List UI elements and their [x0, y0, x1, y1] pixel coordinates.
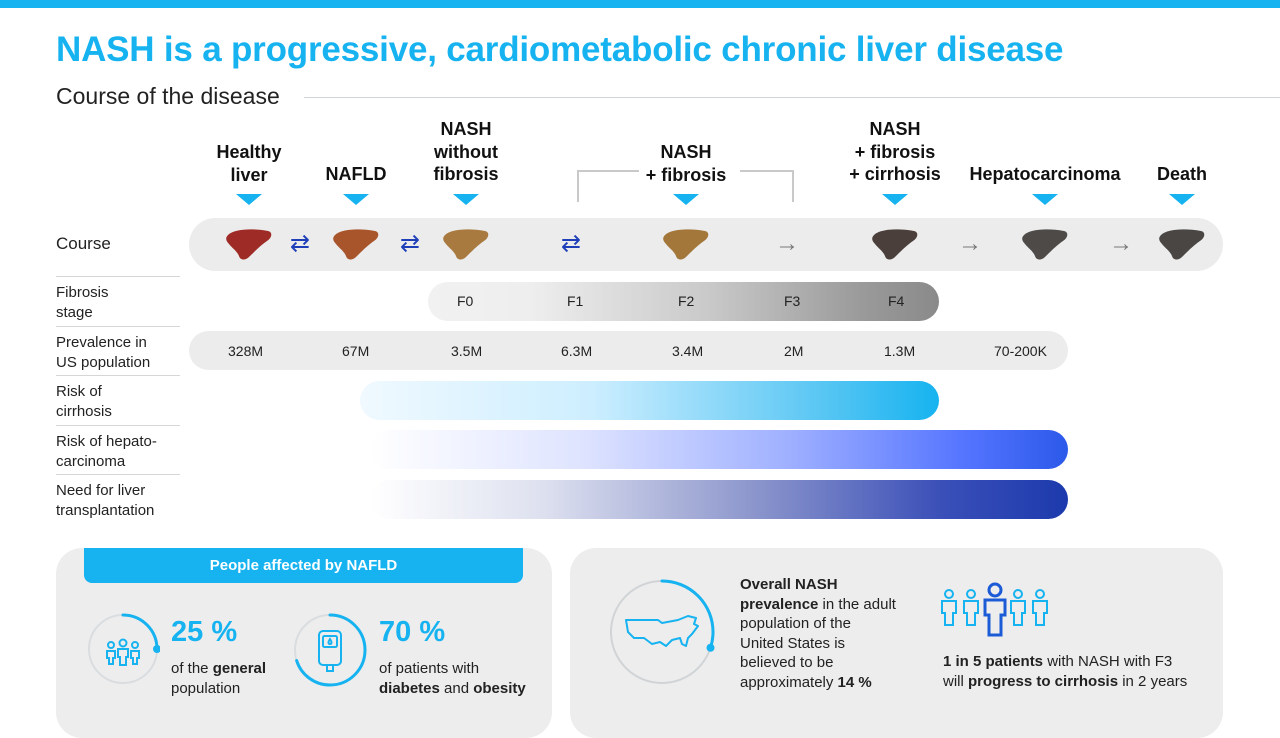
pointer-icon: [882, 194, 908, 205]
row-label-risk-cirrhosis: Risk of cirrhosis: [56, 383, 112, 420]
risk-hepatocarcinoma-bar: [370, 430, 1068, 469]
prevalence-band: [189, 331, 1068, 370]
liver-icon: [663, 229, 709, 260]
right-arrow-icon: →: [958, 230, 982, 257]
bidirectional-arrow-icon: ⇄: [561, 230, 582, 257]
highlighted-person-icon: [983, 582, 1007, 637]
liver-icon: [443, 229, 489, 260]
pointer-icon: [673, 194, 699, 205]
people-group-icon: [106, 638, 140, 666]
fibrosis-stage-label: F3: [784, 293, 801, 309]
nash-prevalence-text: Overall NASH prevalence in the adult pop…: [740, 576, 896, 691]
bracket-left: [577, 170, 639, 202]
cirrhosis-progression-text: 1 in 5 patients with NASH with F3 will p…: [943, 653, 1188, 690]
pointer-icon: [343, 194, 369, 205]
row-label-fibrosis-stage: Fibrosis stage: [56, 284, 109, 321]
prevalence-value: 1.3M: [884, 343, 916, 359]
pointer-icon: [236, 194, 262, 205]
prevalence-value: 70-200K: [994, 343, 1047, 359]
row-separator: [56, 276, 180, 277]
transplantation-need-bar: [370, 480, 1068, 519]
population-progress-ring: [87, 613, 160, 685]
row-separator: [56, 474, 180, 475]
liver-icon: [1159, 229, 1205, 260]
liver-icon: [333, 229, 379, 260]
panel-header: People affected by NAFLD: [84, 548, 523, 583]
general-population-percent: 25 %: [171, 616, 238, 648]
fibrosis-stage-label: F2: [678, 293, 695, 309]
prevalence-value: 6.3M: [561, 343, 593, 359]
liver-icon: [226, 229, 272, 260]
fibrosis-stage-label: F4: [888, 293, 905, 309]
bidirectional-arrow-icon: ⇄: [290, 230, 311, 257]
fibrosis-stage-label: F1: [567, 293, 584, 309]
prevalence-value: 328M: [228, 343, 264, 359]
right-arrow-icon: →: [1109, 230, 1133, 257]
page-subtitle: Course of the disease: [56, 83, 280, 109]
prevalence-value: 2M: [784, 343, 804, 359]
row-separator: [56, 375, 180, 376]
nash-prevalence-panel: [570, 548, 1223, 738]
diabetes-progress-ring: [293, 613, 367, 687]
page-title: NASH is a progressive, cardiometabolic c…: [56, 30, 1064, 69]
top-accent-bar: [0, 0, 1280, 8]
pointer-icon: [1169, 194, 1195, 205]
pointer-icon: [453, 194, 479, 205]
people-row-icon: [941, 582, 1048, 637]
prevalence-value: 67M: [342, 343, 370, 359]
glucose-meter-icon: [318, 630, 342, 672]
liver-icon: [872, 229, 918, 260]
diabetes-obesity-percent: 70 %: [379, 616, 446, 648]
us-prevalence-ring: [609, 579, 715, 685]
row-label-prevalence: Prevalence in US population: [56, 334, 151, 371]
prevalence-value: 3.4M: [672, 343, 704, 359]
right-arrow-icon: →: [775, 230, 799, 257]
subtitle-divider: [304, 97, 1280, 98]
row-separator: [56, 326, 180, 327]
diabetes-obesity-caption: of patients with diabetes and obesity: [379, 660, 526, 697]
general-population-caption: of the general population: [171, 660, 267, 697]
prevalence-value: 3.5M: [451, 343, 483, 359]
fibrosis-stage-band: [428, 282, 939, 321]
bracket-right: [740, 170, 794, 202]
liver-icon: [1022, 229, 1068, 260]
risk-cirrhosis-bar: [360, 381, 939, 420]
bidirectional-arrow-icon: ⇄: [400, 230, 421, 257]
row-separator: [56, 425, 180, 426]
row-label-transplantation: Need for liver transplantation: [56, 482, 155, 519]
pointer-icon: [1032, 194, 1058, 205]
usa-map-icon: [625, 615, 699, 647]
fibrosis-stage-label: F0: [457, 293, 474, 309]
row-label-risk-hepatocarcinoma: Risk of hepato-carcinoma: [56, 433, 157, 470]
row-label-course: Course: [56, 234, 111, 253]
